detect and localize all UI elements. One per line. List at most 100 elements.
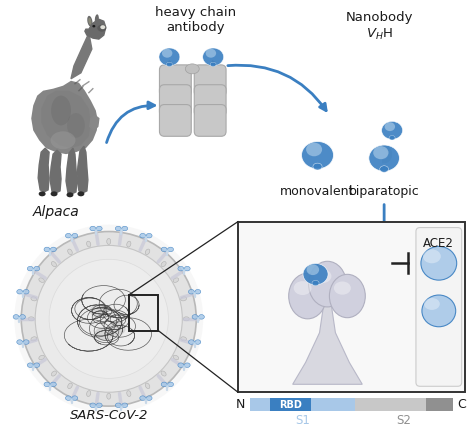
Ellipse shape: [182, 365, 186, 368]
Bar: [270, 398, 311, 411]
Ellipse shape: [51, 262, 56, 267]
Ellipse shape: [107, 393, 111, 399]
Ellipse shape: [373, 146, 389, 159]
Ellipse shape: [44, 382, 50, 387]
Ellipse shape: [127, 241, 131, 247]
Circle shape: [35, 245, 182, 392]
Ellipse shape: [66, 192, 73, 197]
Ellipse shape: [32, 269, 35, 271]
Ellipse shape: [19, 314, 26, 319]
Ellipse shape: [94, 229, 98, 231]
Ellipse shape: [161, 247, 167, 252]
Circle shape: [14, 225, 203, 413]
Ellipse shape: [183, 317, 189, 321]
Ellipse shape: [90, 226, 96, 231]
Ellipse shape: [39, 355, 45, 360]
Text: biparatopic: biparatopic: [349, 185, 419, 198]
Text: C: C: [458, 398, 466, 411]
Ellipse shape: [95, 327, 113, 341]
Text: Alpaca: Alpaca: [33, 205, 80, 219]
Ellipse shape: [210, 62, 216, 67]
Ellipse shape: [181, 297, 187, 301]
Ellipse shape: [68, 249, 72, 254]
Ellipse shape: [51, 191, 57, 196]
Ellipse shape: [184, 363, 190, 368]
Ellipse shape: [422, 295, 456, 327]
Ellipse shape: [34, 267, 40, 271]
Ellipse shape: [51, 95, 71, 125]
Ellipse shape: [173, 278, 179, 283]
Text: N: N: [236, 398, 245, 411]
Ellipse shape: [31, 297, 37, 301]
Ellipse shape: [122, 226, 128, 231]
Ellipse shape: [87, 391, 91, 397]
Polygon shape: [66, 148, 77, 194]
Bar: [128, 295, 158, 331]
Ellipse shape: [18, 317, 21, 320]
Bar: [356, 398, 427, 411]
FancyBboxPatch shape: [159, 105, 191, 137]
Ellipse shape: [39, 191, 46, 196]
Ellipse shape: [100, 25, 105, 29]
Ellipse shape: [127, 391, 131, 397]
Ellipse shape: [306, 143, 322, 156]
Ellipse shape: [87, 16, 92, 27]
Circle shape: [21, 232, 196, 406]
Polygon shape: [71, 33, 92, 79]
Circle shape: [49, 259, 168, 378]
Ellipse shape: [34, 363, 40, 368]
Ellipse shape: [309, 261, 346, 307]
Ellipse shape: [389, 136, 395, 140]
Ellipse shape: [39, 278, 45, 283]
Ellipse shape: [166, 249, 169, 252]
Ellipse shape: [329, 274, 365, 318]
Ellipse shape: [192, 314, 198, 319]
Text: ACE2: ACE2: [423, 237, 454, 250]
Ellipse shape: [189, 289, 194, 294]
Polygon shape: [50, 150, 61, 193]
Ellipse shape: [184, 267, 190, 271]
Ellipse shape: [96, 226, 102, 231]
Ellipse shape: [32, 365, 35, 368]
Ellipse shape: [145, 383, 150, 389]
Ellipse shape: [166, 62, 173, 67]
Bar: [250, 398, 356, 411]
Polygon shape: [41, 91, 91, 148]
Ellipse shape: [195, 289, 201, 294]
Ellipse shape: [120, 405, 123, 408]
Ellipse shape: [307, 264, 319, 275]
Ellipse shape: [144, 236, 147, 238]
Ellipse shape: [90, 304, 108, 318]
Ellipse shape: [168, 247, 173, 252]
Ellipse shape: [94, 405, 98, 408]
Ellipse shape: [144, 398, 147, 401]
Ellipse shape: [182, 269, 186, 271]
Polygon shape: [38, 148, 49, 192]
Ellipse shape: [193, 342, 196, 345]
Ellipse shape: [384, 122, 395, 131]
Ellipse shape: [369, 145, 400, 171]
Ellipse shape: [70, 236, 73, 238]
Ellipse shape: [51, 131, 75, 149]
Ellipse shape: [178, 267, 184, 271]
Ellipse shape: [312, 280, 319, 286]
Ellipse shape: [301, 141, 334, 169]
Ellipse shape: [21, 292, 25, 294]
Ellipse shape: [146, 396, 152, 400]
Ellipse shape: [70, 398, 73, 401]
Ellipse shape: [120, 229, 123, 231]
Ellipse shape: [380, 166, 389, 172]
Ellipse shape: [206, 49, 216, 58]
Ellipse shape: [17, 340, 23, 344]
Ellipse shape: [289, 273, 327, 319]
Ellipse shape: [68, 383, 72, 389]
Ellipse shape: [161, 371, 166, 376]
Text: homotrimeric
Spike: homotrimeric Spike: [275, 367, 350, 388]
FancyBboxPatch shape: [159, 65, 191, 97]
Ellipse shape: [107, 238, 111, 245]
FancyBboxPatch shape: [159, 85, 191, 117]
Ellipse shape: [88, 18, 91, 25]
Text: Nanobody
$V_H$H: Nanobody $V_H$H: [346, 11, 413, 41]
Ellipse shape: [146, 233, 152, 238]
Ellipse shape: [108, 322, 126, 336]
